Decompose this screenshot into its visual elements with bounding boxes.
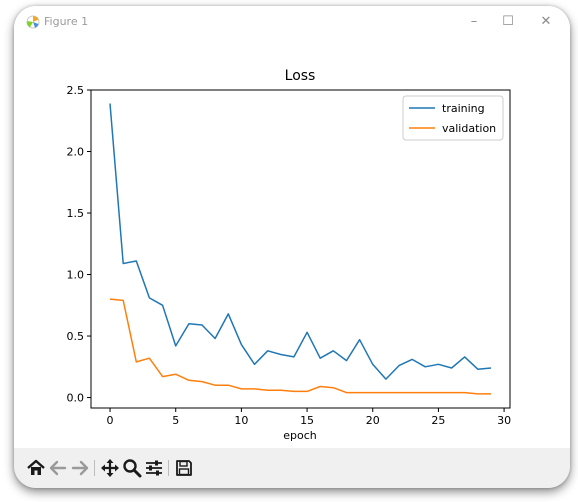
- home-icon[interactable]: [26, 458, 46, 478]
- x-tick-label: 25: [431, 414, 445, 427]
- x-axis-label: epoch: [283, 429, 317, 442]
- chart-title: Loss: [285, 68, 316, 84]
- x-tick-label: 10: [234, 414, 248, 427]
- y-tick-label: 2.5: [67, 84, 85, 97]
- minimize-button[interactable]: –: [470, 14, 478, 29]
- y-tick-label: 0.0: [67, 392, 85, 405]
- x-tick-label: 20: [366, 414, 380, 427]
- axes-frame: [90, 89, 511, 409]
- x-tick-label: 0: [107, 414, 114, 427]
- series-line-validation: [109, 298, 491, 395]
- forward-icon[interactable]: [70, 458, 90, 478]
- y-tick-label: 0.5: [67, 330, 85, 343]
- navigation-toolbar: [14, 448, 570, 488]
- back-icon[interactable]: [48, 458, 68, 478]
- loss-chart[interactable]: Loss 0 5 10 15 20 25 30 0.0 0.5 1.0 1.5 2.0 2.5 epo…: [14, 38, 570, 448]
- save-icon[interactable]: [174, 458, 194, 478]
- x-tick-label: 5: [172, 414, 179, 427]
- x-tick-label: 30: [497, 414, 511, 427]
- zoom-icon[interactable]: [122, 458, 142, 478]
- matplotlib-app-icon: [26, 15, 40, 29]
- configure-subplots-icon[interactable]: [144, 458, 164, 478]
- series-line-training: [109, 103, 492, 380]
- y-tick-label: 1.5: [67, 207, 85, 220]
- legend-box: [402, 95, 504, 141]
- close-button[interactable]: ✕: [540, 14, 552, 29]
- legend-label-validation: validation: [442, 122, 496, 135]
- y-tick-label: 2.0: [67, 146, 85, 159]
- y-tick-label: 1.0: [67, 269, 85, 282]
- legend: training validation: [402, 95, 504, 141]
- title-bar[interactable]: Figure 1 – ☐ ✕: [14, 6, 570, 38]
- window-title: Figure 1: [44, 15, 89, 28]
- maximize-button[interactable]: ☐: [502, 14, 514, 29]
- figure-window: Figure 1 – ☐ ✕ Loss 0 5 10 15 20 25 30 0.0 0.5 1…: [14, 6, 570, 488]
- pan-icon[interactable]: [100, 458, 120, 478]
- plot-canvas[interactable]: Loss 0 5 10 15 20 25 30 0.0 0.5 1.0 1.5 2.0 2.5 epo…: [14, 38, 570, 448]
- toolbar-separator: [168, 460, 169, 476]
- x-tick-label: 15: [300, 414, 314, 427]
- toolbar-separator: [94, 460, 95, 476]
- legend-label-training: training: [442, 102, 485, 115]
